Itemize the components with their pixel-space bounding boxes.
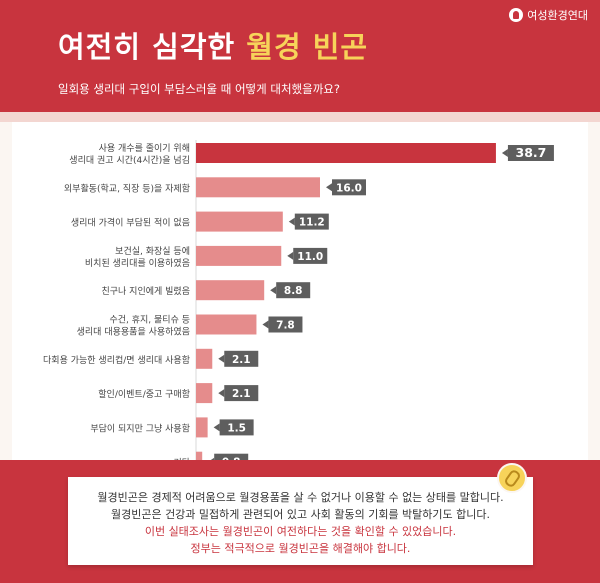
value-box-1 [332,179,366,196]
value-label-7: 2.1 [232,388,251,400]
value-pointer-4 [270,286,277,295]
value-pointer-2 [288,217,295,226]
value-pointer-6 [218,354,225,363]
decor-band [0,112,600,122]
value-label-4: 8.8 [284,285,303,297]
header-banner: 여성환경연대 여전히 심각한 월경 빈곤 일회용 생리대 구입이 부담스러울 때… [0,0,600,112]
chart-question: 일회용 생리대 구입이 부담스러울 때 어떻게 대처했을까요? [58,82,340,96]
value-box-7 [224,385,259,402]
bar-1 [196,177,320,198]
org-logo-icon [509,8,524,22]
note-line-1: 월경빈곤은 경제적 어려움으로 월경용품을 살 수 없거나 이용할 수 없는 상… [97,491,504,504]
value-box-3 [293,247,328,264]
bar-7 [196,383,213,404]
note-box: 월경빈곤은 경제적 어려움으로 월경용품을 살 수 없거나 이용할 수 없는 상… [68,477,533,565]
value-label-1: 16.0 [336,182,362,194]
note-line-4: 정부는 적극적으로 월경빈곤을 해결해야 합니다. [190,542,411,555]
category-label-0-1: 생리대 권고 시간(4시간)을 넘김 [69,154,190,166]
value-pointer-8 [213,423,220,432]
category-label-0-0: 사용 개수를 줄이기 위해 [99,143,190,154]
category-label-5-0: 수건, 휴지, 물티슈 등 [109,315,190,326]
value-pointer-5 [262,320,269,329]
note-line-3: 이번 실태조사는 월경빈곤이 여전하다는 것을 확인할 수 있었습니다. [144,525,457,538]
category-label-5-1: 생리대 대용용품을 사용하였음 [77,327,190,338]
value-box-2 [294,213,329,230]
value-pointer-7 [218,389,225,398]
paperclip-icon [497,463,527,493]
bar-4 [196,280,265,301]
value-label-6: 2.1 [232,354,251,366]
value-label-2: 11.2 [299,217,325,229]
value-box-0 [507,145,554,161]
value-box-5 [268,316,303,333]
value-box-4 [276,282,311,299]
value-box-8 [219,419,254,436]
bar-6 [196,348,213,369]
title-highlight: 월경 빈곤 [246,30,369,64]
category-label-4-0: 친구나 지인에게 빌렸음 [101,285,190,297]
value-pointer-3 [287,251,294,260]
category-label-1-0: 외부활동(학교, 직장 등)을 자제함 [64,182,190,194]
category-label-2-0: 생리대 가격이 부담된 적이 없음 [71,217,190,229]
value-label-5: 7.8 [276,320,295,332]
org-logo: 여성환경연대 [509,7,588,23]
org-name: 여성환경연대 [527,9,588,22]
bar-3 [196,245,282,266]
category-label-6-0: 다회용 가능한 생리컵/면 생리대 사용함 [43,354,190,366]
value-pointer-1 [326,183,332,192]
title-main: 여전히 심각한 [58,30,247,64]
bar-5 [196,314,257,335]
value-label-8: 1.5 [227,422,246,434]
value-label-0: 38.7 [516,145,547,160]
category-label-8-0: 부담이 되지만 그냥 사용함 [90,422,190,434]
value-label-3: 11.0 [297,251,323,263]
category-label-7-0: 할인/이벤트/중고 구매함 [98,389,190,400]
value-pointer-0 [501,149,508,157]
note-line-2: 월경빈곤은 건강과 밀접하게 관련되어 있고 사회 활동의 기회를 박탈하기도 … [110,508,491,521]
bar-0 [196,143,496,163]
bar-2 [196,211,283,232]
category-label-3-1: 비치된 생리대를 이용하였음 [85,257,190,269]
category-label-3-0: 보건실, 화장실 등에 [115,246,190,257]
value-box-6 [224,350,259,367]
page-title: 여전히 심각한 월경 빈곤 [58,24,368,66]
bar-8 [196,417,208,438]
